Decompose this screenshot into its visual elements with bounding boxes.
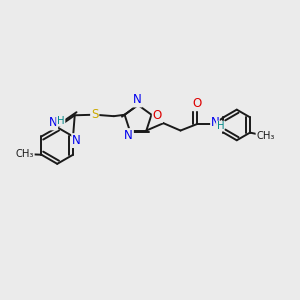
- Text: N: N: [124, 129, 133, 142]
- Text: CH₃: CH₃: [256, 130, 275, 141]
- Text: O: O: [192, 97, 202, 110]
- Text: N: N: [133, 94, 142, 106]
- Text: N: N: [211, 116, 219, 129]
- Text: CH₃: CH₃: [16, 149, 34, 159]
- Text: N: N: [72, 134, 81, 147]
- Text: H: H: [217, 121, 224, 131]
- Text: S: S: [91, 108, 98, 121]
- Text: N: N: [49, 116, 57, 129]
- Text: O: O: [153, 109, 162, 122]
- Text: H: H: [57, 116, 64, 126]
